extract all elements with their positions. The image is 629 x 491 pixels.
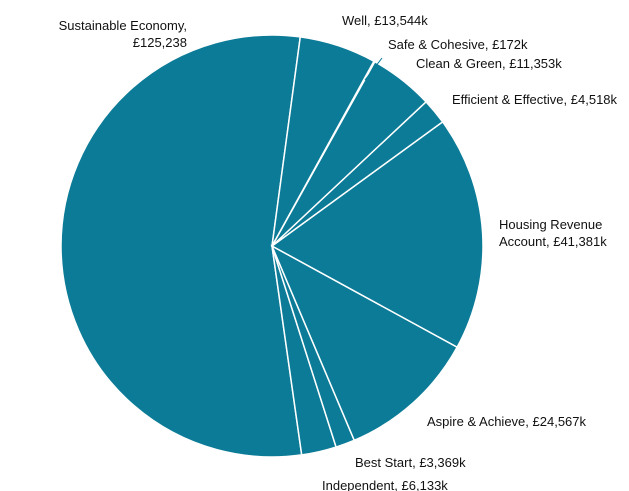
category-label: Safe & Cohesive,: [388, 37, 489, 52]
slice-label: Independent, £6,133k: [322, 477, 522, 491]
slice-label: Sustainable Economy, £125,238: [17, 17, 187, 51]
leader-line: [364, 57, 383, 81]
slice-label: Best Start, £3,369k: [355, 454, 555, 471]
slice-label: Safe & Cohesive, £172k: [388, 36, 588, 53]
value-label: £3,369k: [419, 455, 466, 470]
slice: [270, 244, 459, 442]
category-label: Housing Revenue Account,: [499, 217, 603, 249]
value-label: £4,518k: [570, 92, 618, 107]
slice: [270, 120, 484, 349]
value-label: £11,353k: [509, 56, 562, 71]
slice: [271, 36, 375, 247]
slice-label: Efficient & Effective, £4,518k: [452, 91, 629, 108]
category-label: Sustainable Economy,: [58, 18, 187, 33]
value-label: £125,238: [132, 35, 187, 50]
category-label: Aspire & Achieve,: [427, 414, 529, 429]
value-label: £24,567k: [532, 414, 587, 429]
category-label: Efficient & Effective,: [452, 92, 568, 107]
slice-label: Housing Revenue Account, £41,381k: [499, 216, 619, 250]
category-label: Independent,: [322, 478, 398, 491]
value-label: £13,544k: [374, 13, 428, 28]
category-label: Well,: [342, 13, 371, 28]
slice-label: Clean & Green, £11,353k: [416, 55, 626, 72]
value-label: £6,133k: [401, 478, 448, 491]
value-label: £41,381k: [553, 234, 607, 249]
slice: [60, 34, 303, 458]
slice-label: Aspire & Achieve, £24,567k: [427, 413, 627, 430]
value-label: £172k: [492, 37, 528, 52]
category-label: Best Start,: [355, 455, 416, 470]
slice-label: Well, £13,544k: [342, 12, 542, 29]
category-label: Clean & Green,: [416, 56, 506, 71]
